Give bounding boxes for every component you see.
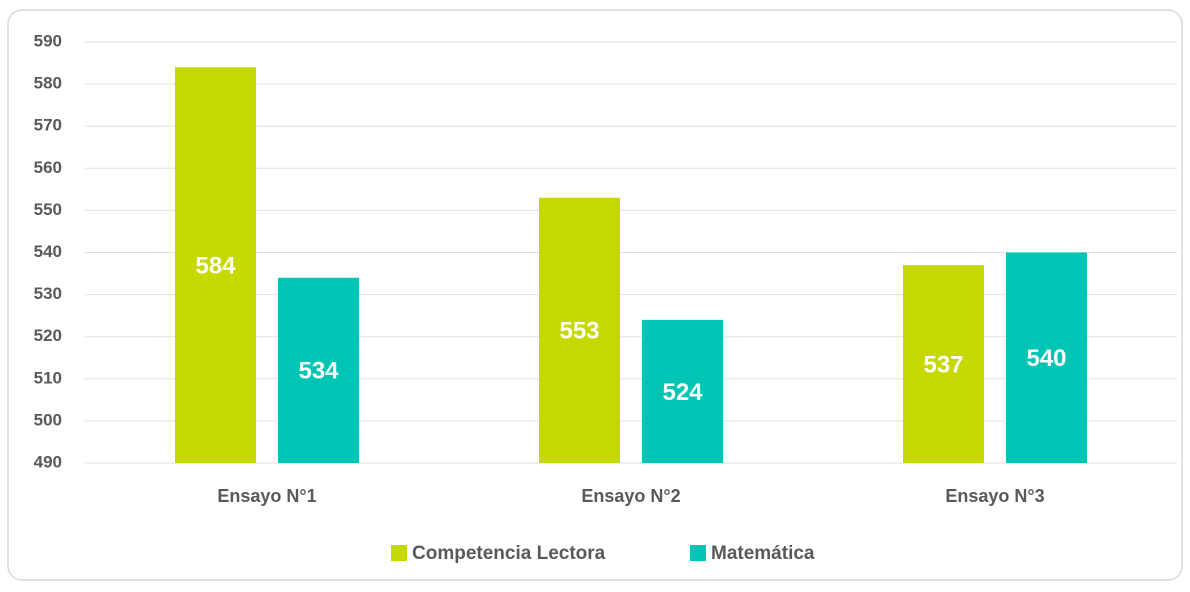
legend-swatch (690, 545, 706, 561)
y-tick-label: 530 (34, 284, 62, 303)
legend-swatch (391, 545, 407, 561)
data-label: 540 (1026, 345, 1066, 372)
y-tick-label: 540 (34, 242, 62, 261)
x-tick-label: Ensayo N°1 (217, 486, 316, 506)
y-tick-label: 580 (34, 74, 62, 93)
y-tick-label: 520 (34, 326, 62, 345)
y-tick-label: 570 (34, 116, 62, 135)
y-tick-label: 500 (34, 410, 62, 429)
y-tick-label: 590 (34, 31, 62, 50)
data-label: 534 (298, 358, 339, 385)
bar (903, 265, 984, 463)
legend-label: Competencia Lectora (412, 543, 606, 564)
y-tick-label: 510 (34, 368, 62, 387)
bar (278, 277, 359, 463)
bar (642, 319, 723, 463)
bar (175, 67, 256, 463)
x-tick-label: Ensayo N°3 (945, 486, 1044, 506)
bar (539, 197, 620, 463)
data-label: 553 (559, 318, 599, 345)
y-tick-label: 550 (34, 200, 62, 219)
bar (1006, 252, 1087, 463)
x-tick-label: Ensayo N°2 (581, 486, 680, 506)
data-label: 524 (662, 379, 703, 406)
y-tick-label: 490 (34, 452, 62, 471)
legend-label: Matemática (711, 543, 815, 564)
data-label: 537 (923, 351, 963, 378)
data-label: 584 (195, 252, 236, 279)
y-tick-label: 560 (34, 158, 62, 177)
